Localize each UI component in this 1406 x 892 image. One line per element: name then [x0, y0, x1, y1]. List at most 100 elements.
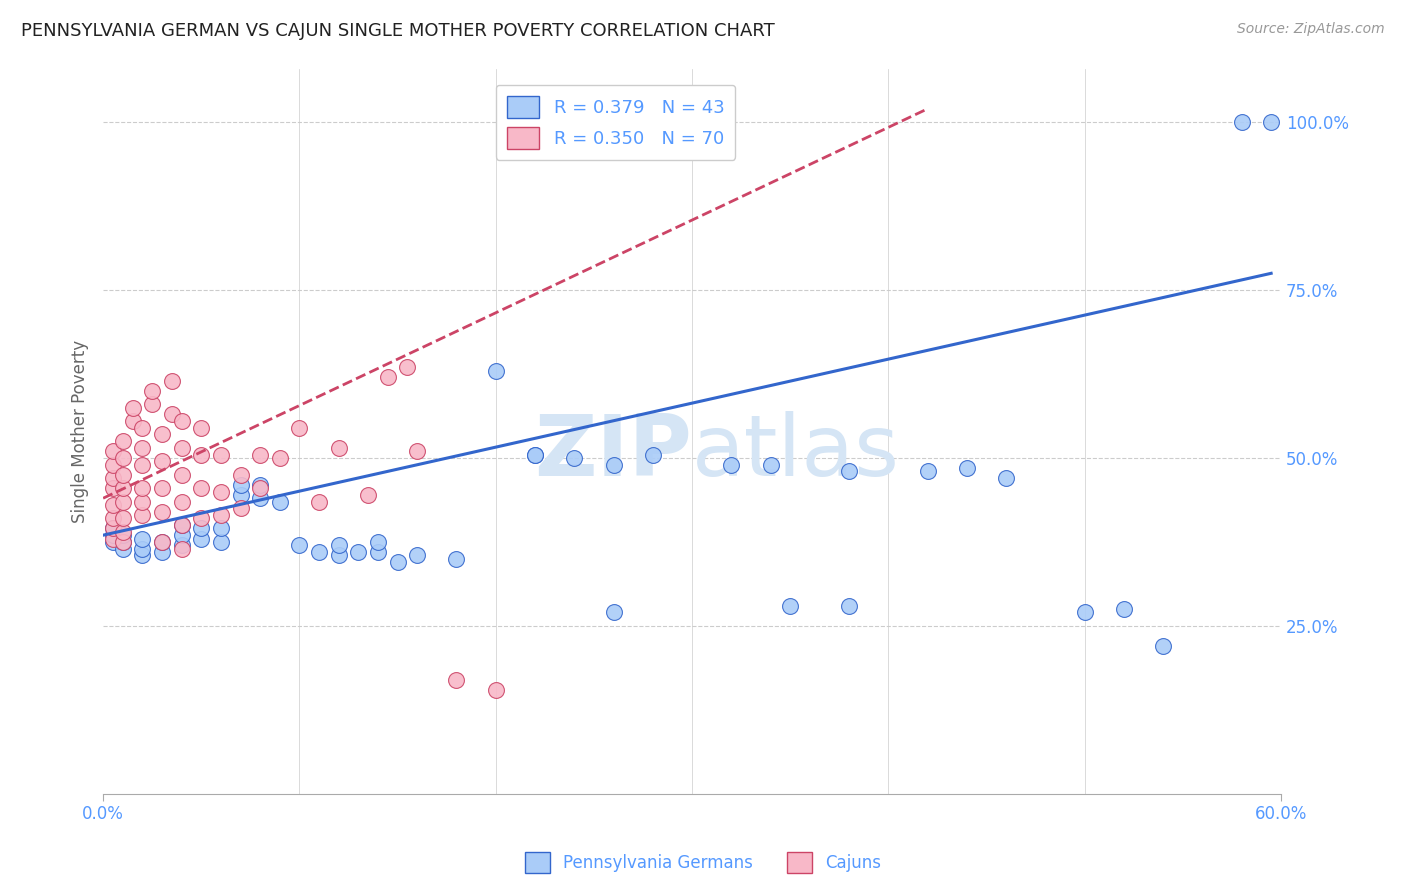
- Point: [111, 434, 134, 449]
- Point: [160, 407, 183, 421]
- Point: [367, 534, 389, 549]
- Point: [131, 441, 153, 455]
- Point: [533, 115, 555, 129]
- Point: [229, 488, 252, 502]
- Point: [562, 450, 585, 465]
- Point: [170, 538, 193, 552]
- Point: [170, 467, 193, 482]
- Point: [131, 541, 153, 556]
- Point: [111, 467, 134, 482]
- Point: [131, 549, 153, 563]
- Point: [101, 481, 124, 495]
- Point: [524, 448, 547, 462]
- Point: [209, 508, 232, 522]
- Point: [288, 538, 311, 552]
- Point: [269, 494, 291, 508]
- Legend: Pennsylvania Germans, Cajuns: Pennsylvania Germans, Cajuns: [519, 846, 887, 880]
- Point: [111, 534, 134, 549]
- Point: [308, 545, 330, 559]
- Point: [131, 458, 153, 472]
- Point: [602, 606, 624, 620]
- Point: [150, 481, 173, 495]
- Point: [101, 471, 124, 485]
- Point: [328, 538, 350, 552]
- Point: [995, 471, 1018, 485]
- Point: [141, 384, 163, 398]
- Point: [101, 498, 124, 512]
- Point: [101, 511, 124, 525]
- Point: [524, 115, 547, 129]
- Point: [1230, 115, 1253, 129]
- Point: [209, 521, 232, 535]
- Point: [562, 115, 585, 129]
- Point: [956, 461, 979, 475]
- Point: [524, 115, 547, 129]
- Point: [150, 427, 173, 442]
- Text: Source: ZipAtlas.com: Source: ZipAtlas.com: [1237, 22, 1385, 37]
- Point: [1260, 115, 1282, 129]
- Point: [101, 444, 124, 458]
- Point: [170, 518, 193, 533]
- Point: [229, 478, 252, 492]
- Point: [249, 478, 271, 492]
- Point: [446, 551, 468, 566]
- Point: [209, 534, 232, 549]
- Point: [485, 364, 508, 378]
- Point: [190, 448, 212, 462]
- Point: [150, 454, 173, 468]
- Point: [249, 491, 271, 506]
- Point: [641, 448, 664, 462]
- Point: [111, 524, 134, 539]
- Legend: R = 0.379   N = 43, R = 0.350   N = 70: R = 0.379 N = 43, R = 0.350 N = 70: [496, 85, 735, 160]
- Point: [170, 441, 193, 455]
- Point: [170, 541, 193, 556]
- Point: [111, 450, 134, 465]
- Point: [190, 521, 212, 535]
- Text: PENNSYLVANIA GERMAN VS CAJUN SINGLE MOTHER POVERTY CORRELATION CHART: PENNSYLVANIA GERMAN VS CAJUN SINGLE MOTH…: [21, 22, 775, 40]
- Point: [209, 448, 232, 462]
- Point: [1152, 639, 1174, 653]
- Point: [396, 360, 419, 375]
- Point: [150, 534, 173, 549]
- Point: [131, 481, 153, 495]
- Point: [1112, 602, 1135, 616]
- Point: [1073, 606, 1095, 620]
- Point: [111, 481, 134, 495]
- Point: [170, 528, 193, 542]
- Point: [131, 494, 153, 508]
- Point: [131, 421, 153, 435]
- Text: ZIP: ZIP: [534, 411, 692, 494]
- Point: [720, 458, 742, 472]
- Point: [190, 532, 212, 546]
- Y-axis label: Single Mother Poverty: Single Mother Poverty: [72, 340, 89, 523]
- Point: [759, 458, 782, 472]
- Point: [288, 421, 311, 435]
- Point: [190, 511, 212, 525]
- Point: [190, 481, 212, 495]
- Point: [524, 448, 547, 462]
- Point: [111, 494, 134, 508]
- Point: [111, 511, 134, 525]
- Point: [347, 545, 370, 559]
- Point: [446, 673, 468, 687]
- Point: [249, 481, 271, 495]
- Point: [406, 444, 429, 458]
- Point: [101, 521, 124, 535]
- Point: [111, 541, 134, 556]
- Point: [121, 414, 143, 428]
- Point: [150, 505, 173, 519]
- Point: [328, 549, 350, 563]
- Point: [838, 464, 860, 478]
- Point: [101, 458, 124, 472]
- Point: [328, 441, 350, 455]
- Point: [101, 528, 124, 542]
- Point: [838, 599, 860, 613]
- Point: [131, 532, 153, 546]
- Point: [367, 545, 389, 559]
- Point: [602, 458, 624, 472]
- Point: [121, 401, 143, 415]
- Point: [150, 545, 173, 559]
- Point: [101, 521, 124, 535]
- Point: [229, 501, 252, 516]
- Point: [170, 414, 193, 428]
